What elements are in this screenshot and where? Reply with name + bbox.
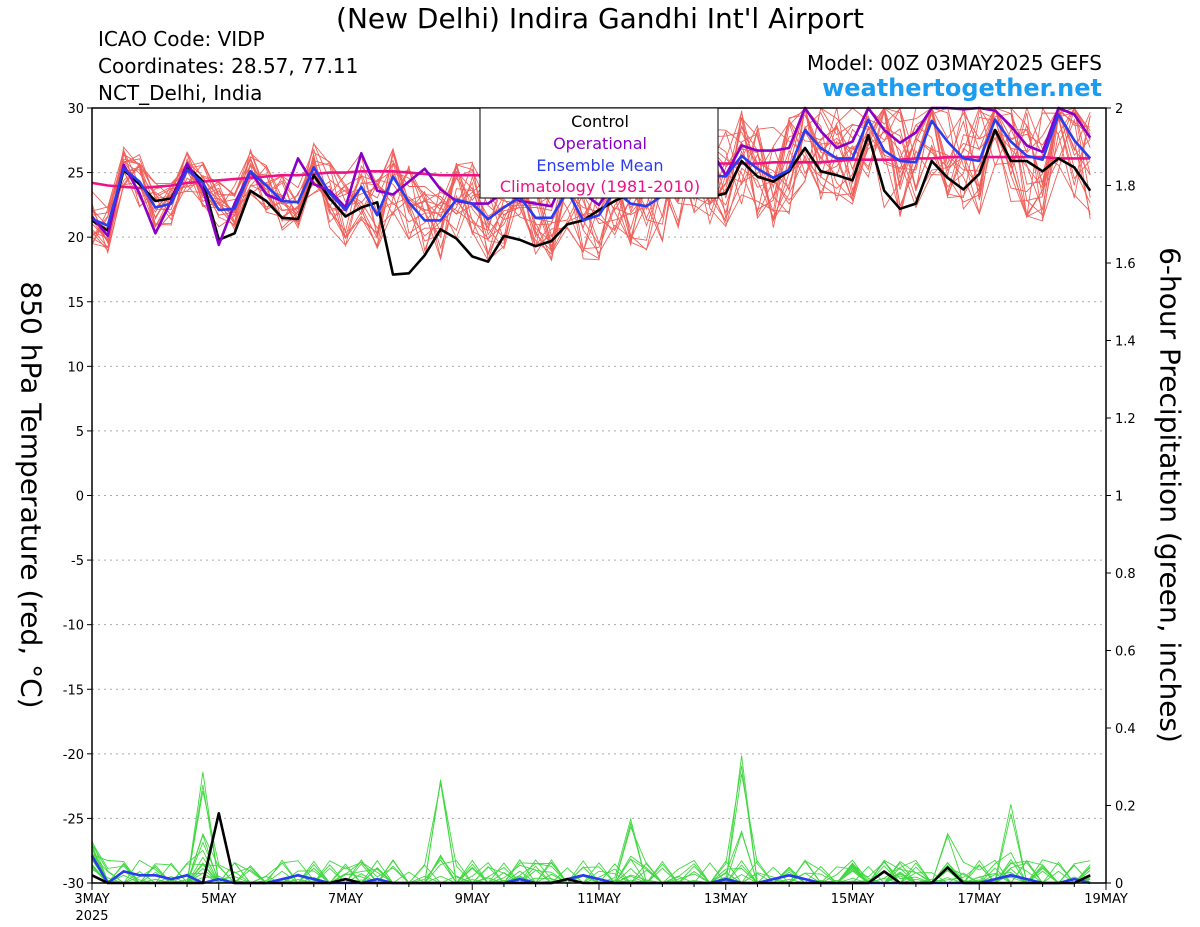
y-tick-label: -20 bbox=[63, 748, 84, 763]
precipitation-member-line bbox=[91, 780, 1091, 884]
legend-operational: Operational bbox=[553, 134, 647, 153]
model-run: Model: 00Z 03MAY2025 GEFS bbox=[807, 51, 1102, 75]
precipitation-members bbox=[91, 755, 1091, 885]
x-tick-label: 5MAY bbox=[201, 892, 236, 907]
temperature-member-line bbox=[91, 107, 1091, 261]
coordinates: Coordinates: 28.57, 77.11 bbox=[98, 54, 359, 78]
y-tick-label: 10 bbox=[67, 360, 84, 375]
x-tick-label: 13MAY bbox=[704, 892, 748, 907]
y-tick-label: -25 bbox=[63, 812, 84, 827]
y-tick-label: 5 bbox=[76, 425, 84, 440]
y2-tick-label: 0.2 bbox=[1115, 800, 1136, 815]
x-tick-label: 19MAY bbox=[1084, 892, 1128, 907]
y-tick-label: -10 bbox=[63, 619, 84, 634]
y2-tick-label: 1.2 bbox=[1115, 412, 1136, 427]
plot-frame bbox=[91, 107, 1107, 884]
ensemble-temperature-line bbox=[91, 113, 1092, 227]
precipitation-member-line bbox=[91, 755, 1091, 884]
precipitation-member-line bbox=[91, 783, 1091, 884]
y-tick-label: -15 bbox=[63, 683, 84, 698]
y-tick-label: -30 bbox=[63, 877, 84, 892]
y2-tick-label: 0.6 bbox=[1115, 645, 1136, 660]
legend: Control Operational Ensemble Mean Climat… bbox=[479, 107, 719, 199]
x-tick-label: 9MAY bbox=[455, 892, 490, 907]
site-logo-text[interactable]: weathertogether.net bbox=[822, 74, 1102, 102]
y-tick-label: 30 bbox=[67, 102, 84, 117]
y2-tick-label: 0.4 bbox=[1115, 722, 1136, 737]
legend-climatology: Climatology (1981-2010) bbox=[500, 177, 700, 196]
precipitation-member-line bbox=[91, 765, 1091, 884]
precipitation-member-line bbox=[91, 790, 1091, 884]
chart-title: (New Delhi) Indira Gandhi Int'l Airport bbox=[336, 2, 864, 35]
y2-tick-label: 1.8 bbox=[1115, 180, 1136, 195]
gridlines bbox=[92, 172, 1106, 819]
axes: -30-25-20-15-10-505101520253000.20.40.60… bbox=[63, 102, 1136, 924]
temperature-member-line bbox=[91, 107, 1091, 252]
y-tick-label: 20 bbox=[67, 231, 84, 246]
icao-code: ICAO Code: VIDP bbox=[98, 27, 265, 51]
x-tick-label: 3MAY bbox=[74, 892, 109, 907]
x-tick-label: 11MAY bbox=[577, 892, 621, 907]
control-temperature-line bbox=[91, 128, 1092, 276]
x-year-label: 2025 bbox=[75, 909, 108, 924]
x-tick-label: 15MAY bbox=[831, 892, 875, 907]
y-tick-label: 0 bbox=[76, 490, 84, 505]
y2-tick-label: 0.8 bbox=[1115, 567, 1136, 582]
y2-tick-label: 0 bbox=[1115, 877, 1123, 892]
y-tick-label: -5 bbox=[71, 554, 84, 569]
legend-control: Control bbox=[571, 112, 629, 131]
y-tick-label: 25 bbox=[67, 167, 84, 182]
y2-tick-label: 1.6 bbox=[1115, 257, 1136, 272]
y2-tick-label: 1.4 bbox=[1115, 335, 1136, 350]
x-tick-label: 7MAY bbox=[328, 892, 363, 907]
x-tick-label: 17MAY bbox=[957, 892, 1001, 907]
legend-box bbox=[479, 107, 719, 199]
y2-tick-label: 2 bbox=[1115, 102, 1123, 117]
operational-temperature-line bbox=[90, 106, 1092, 247]
precipitation-member-line bbox=[91, 784, 1091, 884]
legend-ensemble-mean: Ensemble Mean bbox=[536, 156, 663, 175]
y-tick-label: 15 bbox=[67, 296, 84, 311]
y2-tick-label: 1 bbox=[1115, 490, 1123, 505]
region: NCT_Delhi, India bbox=[98, 81, 263, 105]
